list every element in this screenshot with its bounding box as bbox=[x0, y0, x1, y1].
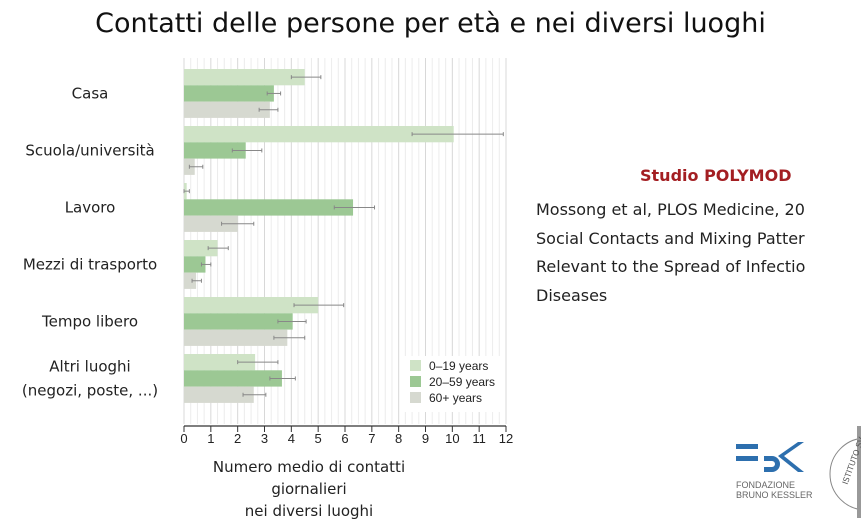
bar bbox=[184, 329, 288, 346]
category-label: Scuola/università bbox=[25, 141, 154, 159]
category-label: Mezzi di trasporto bbox=[23, 255, 157, 273]
x-tick-label: 0 bbox=[180, 431, 187, 446]
x-tick-label: 12 bbox=[499, 431, 513, 446]
legend-label: 60+ years bbox=[429, 391, 482, 405]
category-label: Casa bbox=[72, 84, 109, 102]
bar bbox=[184, 240, 218, 257]
x-tick-label: 9 bbox=[422, 431, 429, 446]
reference-line: Social Contacts and Mixing Patter bbox=[536, 228, 805, 248]
bar bbox=[184, 313, 293, 330]
legend-label: 20–59 years bbox=[429, 375, 495, 389]
category-label: (negozi, poste, ...) bbox=[22, 381, 158, 399]
category-label: Altri luoghi bbox=[49, 357, 130, 375]
fbk-logo: FONDAZIONE BRUNO KESSLER bbox=[736, 442, 813, 500]
svg-text:BRUNO KESSLER: BRUNO KESSLER bbox=[736, 490, 813, 500]
x-axis-label: Numero medio di contatti giornalieri nei… bbox=[184, 456, 434, 522]
legend-swatch bbox=[410, 376, 421, 387]
legend-swatch bbox=[410, 360, 421, 371]
bar bbox=[184, 142, 246, 159]
reference-line: Diseases bbox=[536, 285, 608, 305]
legend-label: 0–19 years bbox=[429, 359, 488, 373]
bar bbox=[184, 85, 274, 102]
institute-seal: ISTITUTO SV bbox=[829, 426, 861, 518]
bar bbox=[184, 215, 238, 232]
bar bbox=[184, 386, 254, 403]
bar bbox=[184, 354, 256, 371]
legend-swatch bbox=[410, 392, 421, 403]
bar bbox=[184, 256, 206, 273]
x-tick-label: 10 bbox=[445, 431, 459, 446]
x-tick-label: 4 bbox=[288, 431, 295, 446]
bar bbox=[184, 126, 454, 143]
bar bbox=[184, 69, 305, 86]
bar bbox=[184, 101, 270, 118]
x-tick-label: 5 bbox=[315, 431, 322, 446]
bar bbox=[184, 297, 319, 314]
x-tick-label: 3 bbox=[261, 431, 268, 446]
category-label: Lavoro bbox=[65, 198, 116, 216]
bar bbox=[184, 370, 282, 387]
category-label: Tempo libero bbox=[41, 312, 138, 330]
bar bbox=[184, 272, 197, 289]
x-axis-label-line: nei diversi luoghi bbox=[244, 502, 374, 520]
svg-text:FONDAZIONE: FONDAZIONE bbox=[736, 480, 795, 490]
slide-title: Contatti delle persone per età e nei div… bbox=[95, 8, 766, 39]
x-tick-label: 1 bbox=[207, 431, 214, 446]
x-axis-label-line: Numero medio di contatti giornalieri bbox=[212, 458, 406, 498]
bar bbox=[184, 199, 354, 216]
x-tick-label: 2 bbox=[234, 431, 241, 446]
reference-line: Relevant to the Spread of Infectio bbox=[536, 257, 806, 276]
x-tick-label: 7 bbox=[368, 431, 375, 446]
x-tick-label: 8 bbox=[395, 431, 402, 446]
x-tick-label: 6 bbox=[341, 431, 348, 446]
reference-text: Mossong et al, PLOS Medicine, 20 Social … bbox=[536, 196, 805, 310]
reference-line: Mossong et al, PLOS Medicine, 20 bbox=[536, 200, 805, 219]
study-title: Studio POLYMOD bbox=[640, 166, 792, 185]
x-tick-label: 11 bbox=[472, 431, 486, 446]
